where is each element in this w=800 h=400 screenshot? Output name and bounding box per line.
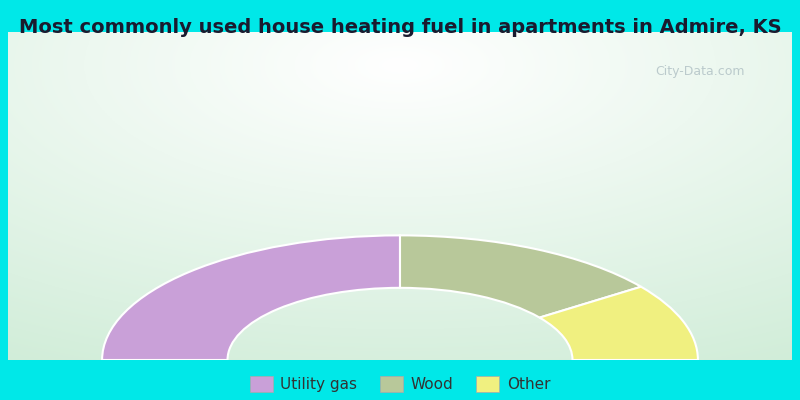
Wedge shape <box>102 235 400 360</box>
Wedge shape <box>539 287 698 360</box>
Legend: Utility gas, Wood, Other: Utility gas, Wood, Other <box>243 370 557 398</box>
Text: Most commonly used house heating fuel in apartments in Admire, KS: Most commonly used house heating fuel in… <box>18 18 782 37</box>
Wedge shape <box>400 235 641 318</box>
Text: City-Data.com: City-Data.com <box>655 66 745 78</box>
